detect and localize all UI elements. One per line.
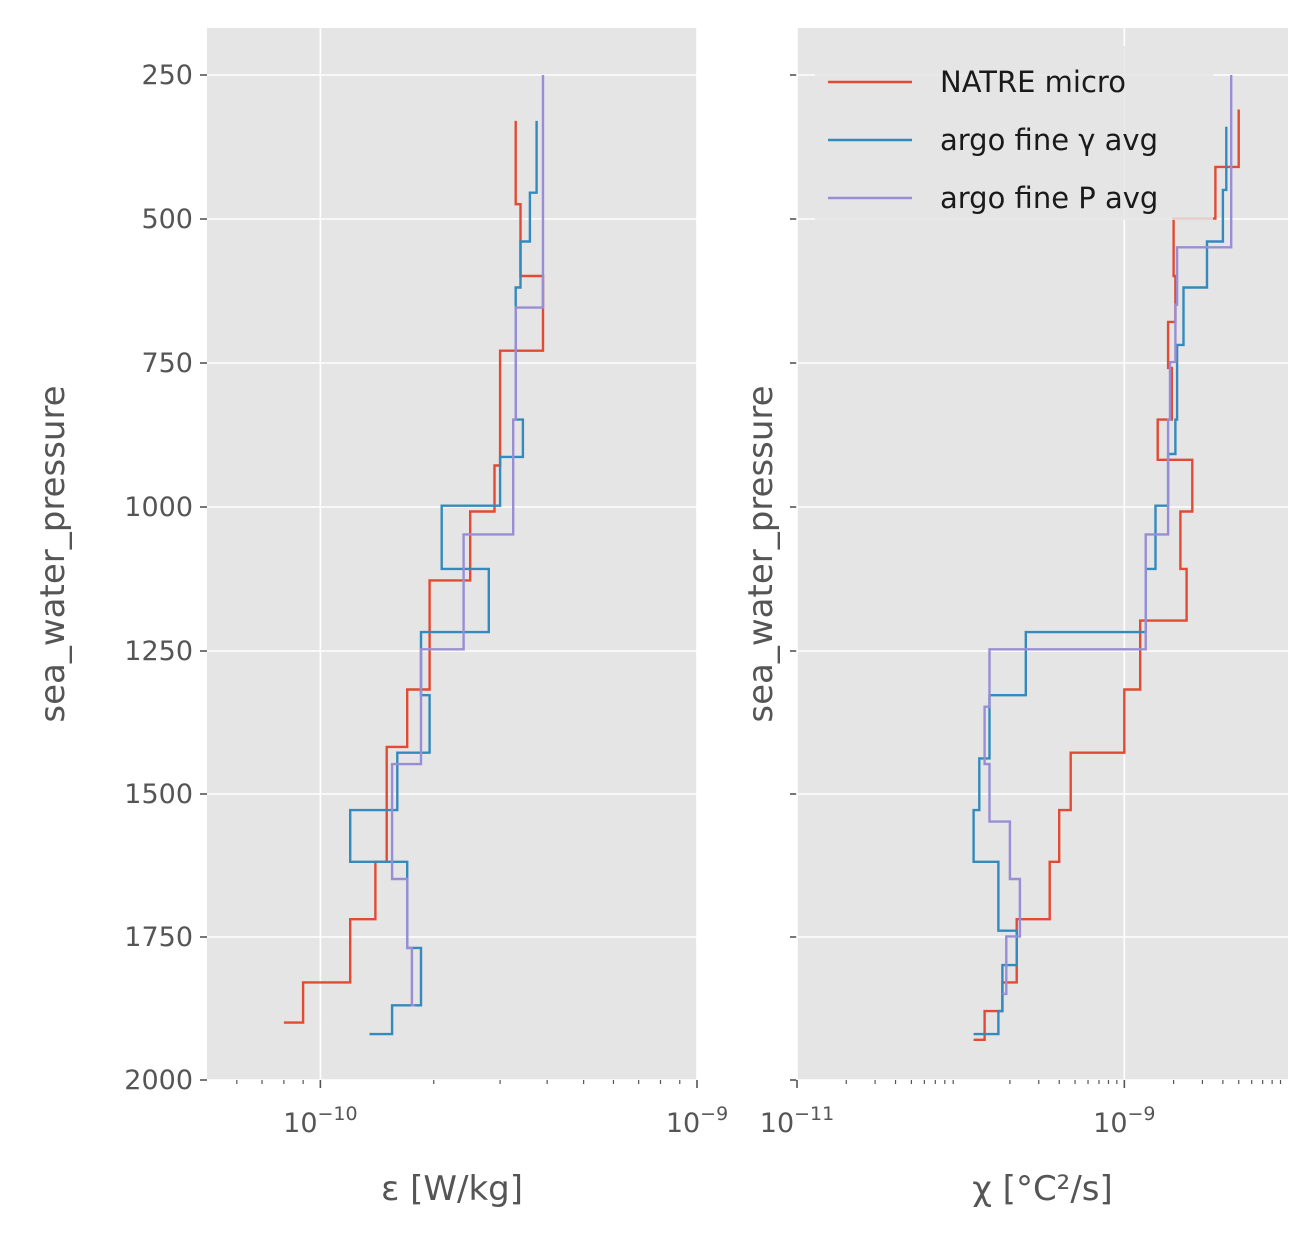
x-axis-label: χ [°C²/s] <box>972 1169 1113 1209</box>
y-tick-label: 500 <box>141 204 193 235</box>
epsilon-panel: 250 500 750 1000 1250 1500 1750 2000 10−10 10−9 ε … <box>33 28 728 1209</box>
series-line-2 <box>390 75 545 1007</box>
x-tick-label: 10−9 <box>1093 1103 1155 1139</box>
y-tick-label: 1500 <box>124 779 193 810</box>
chi-panel: 10−11 10−9 χ [°C²/s] sea_water_pressure NATR… <box>741 28 1288 1209</box>
legend-label: NATRE micro <box>940 65 1126 99</box>
legend-label: argo fine P avg <box>940 181 1158 215</box>
x-tick-label: 10−11 <box>760 1103 834 1139</box>
y-tick-label: 2000 <box>124 1065 193 1096</box>
series-line-2 <box>983 75 1233 996</box>
x-tick-label: 10−10 <box>283 1103 357 1139</box>
y-axis-label: sea_water_pressure <box>33 385 73 722</box>
y-tick-label: 250 <box>141 60 193 91</box>
y-tick-label: 1250 <box>124 636 193 667</box>
x-axis-label: ε [W/kg] <box>381 1169 523 1209</box>
legend-box <box>815 46 1213 220</box>
legend: NATRE micro argo fine γ avg argo fine P av… <box>815 46 1213 220</box>
series-line-0 <box>973 109 1240 1041</box>
y-axis-label: sea_water_pressure <box>741 385 781 722</box>
legend-label: argo fine γ avg <box>940 123 1158 157</box>
y-tick-label: 750 <box>141 348 193 379</box>
series-line-0 <box>283 120 545 1024</box>
x-tick-label: 10−9 <box>666 1103 728 1139</box>
y-tick-label: 1750 <box>124 922 193 953</box>
plot-background <box>207 28 697 1080</box>
y-tick-label: 1000 <box>124 492 193 523</box>
